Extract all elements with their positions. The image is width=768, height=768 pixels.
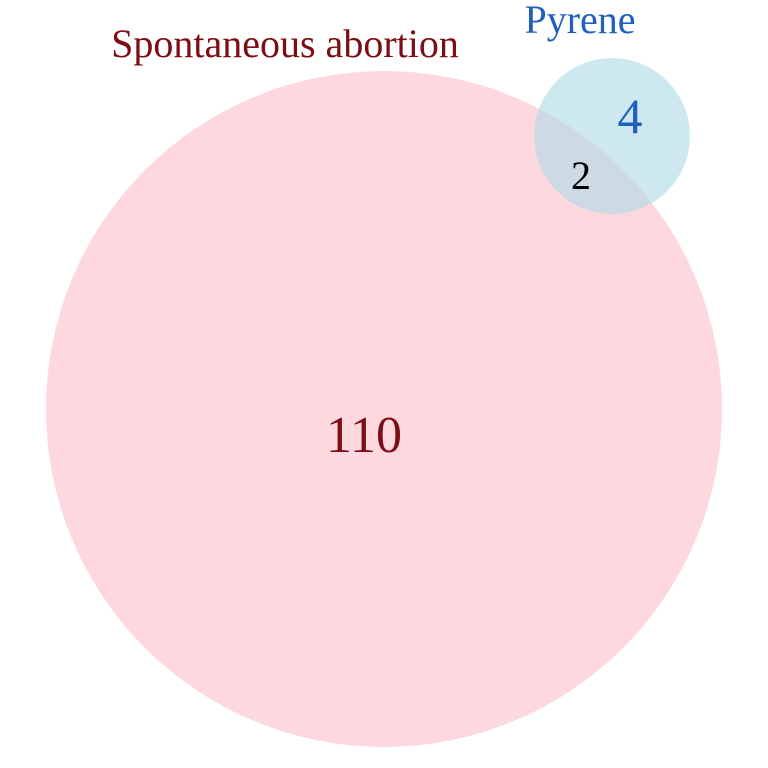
pyrene-circle xyxy=(534,58,690,214)
spontaneous-abortion-only-count: 110 xyxy=(326,407,402,464)
overlap-count: 2 xyxy=(571,153,591,198)
spontaneous-abortion-circle xyxy=(46,71,722,747)
spontaneous-abortion-label: Spontaneous abortion xyxy=(111,21,459,66)
pyrene-label: Pyrene xyxy=(524,0,635,42)
pyrene-only-count: 4 xyxy=(618,88,643,144)
